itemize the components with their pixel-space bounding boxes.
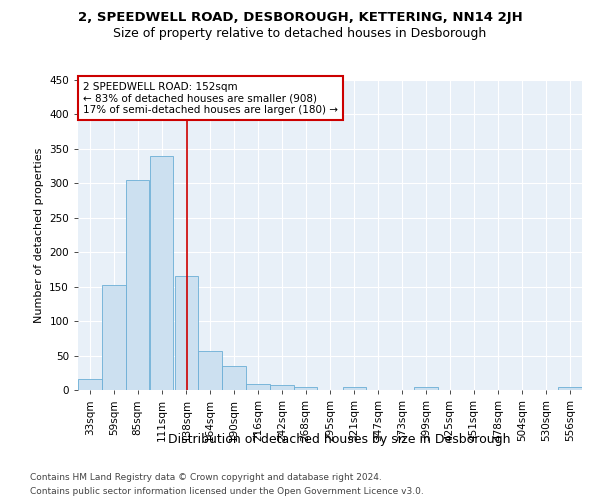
Bar (175, 276, 198, 390)
Bar (294, 386, 317, 390)
Bar (150, 156, 173, 390)
Bar (78, 379, 101, 390)
Y-axis label: Number of detached properties: Number of detached properties (34, 148, 44, 322)
Text: Distribution of detached houses by size in Desborough: Distribution of detached houses by size … (168, 432, 510, 446)
Bar (126, 180, 149, 390)
Bar (199, 350, 222, 390)
Bar (102, 286, 125, 390)
Bar (414, 386, 437, 390)
Bar (270, 385, 293, 390)
Text: 2, SPEEDWELL ROAD, DESBOROUGH, KETTERING, NN14 2JH: 2, SPEEDWELL ROAD, DESBOROUGH, KETTERING… (77, 11, 523, 24)
Text: Contains public sector information licensed under the Open Government Licence v3: Contains public sector information licen… (30, 488, 424, 496)
Text: 2 SPEEDWELL ROAD: 152sqm
← 83% of detached houses are smaller (908)
17% of semi-: 2 SPEEDWELL ROAD: 152sqm ← 83% of detach… (83, 82, 338, 115)
Text: Size of property relative to detached houses in Desborough: Size of property relative to detached ho… (113, 28, 487, 40)
Bar (343, 386, 366, 390)
Bar (559, 386, 582, 390)
Bar (223, 366, 246, 390)
Bar (246, 384, 269, 390)
Text: Contains HM Land Registry data © Crown copyright and database right 2024.: Contains HM Land Registry data © Crown c… (30, 472, 382, 482)
